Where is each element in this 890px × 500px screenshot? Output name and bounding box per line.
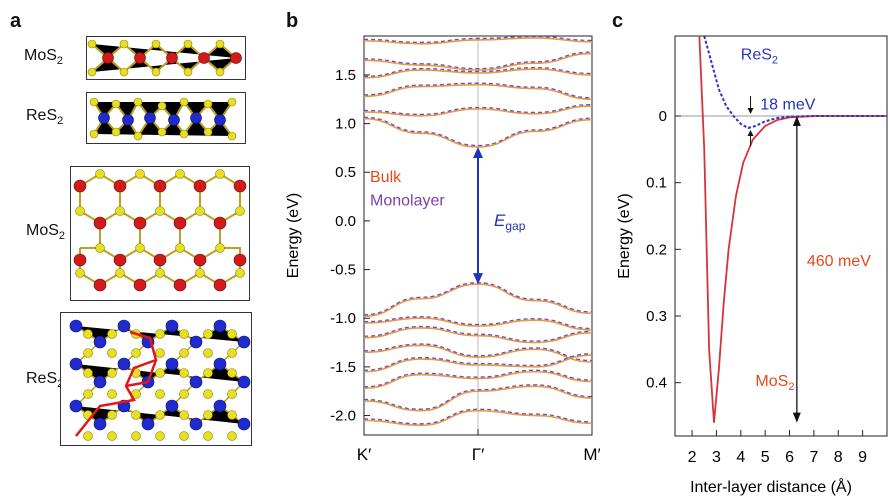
- monolayer-band-line: [364, 369, 592, 388]
- y-tick-label: -0.5: [330, 262, 356, 279]
- bulk-band-line: [364, 354, 592, 373]
- monolayer-band-line: [364, 353, 592, 371]
- label-res2-top: ReS2: [26, 370, 63, 390]
- annotation-460mev: 460 meV: [807, 253, 871, 270]
- y-tick-label: -2.0: [330, 408, 356, 425]
- res2-label: ReS2: [741, 46, 778, 66]
- bulk-band-line: [364, 317, 592, 331]
- depth-arrowhead-top: [792, 116, 801, 126]
- small-arrowhead-bottom: [747, 130, 754, 136]
- x-tick-label: M′: [583, 445, 600, 464]
- monolayer-band-line: [364, 316, 592, 330]
- legend-bulk: Bulk: [370, 169, 402, 186]
- monolayer-band-line: [364, 325, 592, 342]
- y-tick-label: 0.3: [646, 308, 667, 325]
- curves: [698, 36, 887, 423]
- mos2-top-view-image: [70, 166, 250, 301]
- res2-label-subscript: 2: [772, 54, 778, 66]
- plot-frame: [674, 35, 888, 437]
- y-tick-label: 1.0: [335, 116, 356, 133]
- x-tick-label: 6: [785, 449, 794, 466]
- y-tick-label: 0.4: [646, 375, 667, 392]
- y-tick-label: 1.5: [335, 67, 356, 84]
- mos2-label-subscript: 2: [788, 381, 794, 393]
- monolayer-band-line: [364, 384, 592, 410]
- band-structure-chart: -2.0 -1.5 -1.0 -0.5 0.0 0.5 1.0 1.5 K′ Γ′ M′ Energy…: [285, 35, 600, 464]
- panel-label-b: b: [286, 10, 299, 32]
- gap-arrowhead-bottom: [473, 273, 483, 285]
- label-mos2-top: MoS2: [26, 222, 66, 242]
- bulk-band-line: [364, 68, 592, 79]
- monolayer-band-line: [364, 51, 592, 70]
- bulk-band-line: [364, 385, 592, 412]
- monolayer-band-line: [364, 66, 592, 78]
- monolayer-band-line: [364, 103, 592, 115]
- monolayer-band-line: [364, 36, 592, 43]
- x-tick-label: 9: [858, 449, 867, 466]
- x-tick-label: 8: [834, 449, 843, 466]
- bulk-band-line: [364, 83, 592, 101]
- res2-side-view-image: [86, 92, 246, 144]
- monolayer-band-line: [364, 82, 592, 99]
- small-arrowhead-top: [747, 108, 754, 114]
- depth-arrowhead-bottom: [792, 412, 801, 423]
- gap-arrowhead-top: [473, 146, 483, 158]
- gap-label: Egap: [494, 211, 526, 233]
- panel-label-a: a: [10, 10, 22, 32]
- y-tick-label: 0.5: [335, 164, 356, 181]
- y-tick-label: 0.2: [646, 241, 667, 258]
- bulk-band-line: [364, 117, 592, 148]
- x-tick-label: 3: [712, 449, 721, 466]
- y-axis-label: Energy (eV): [285, 193, 302, 278]
- y-tick-label: 0: [659, 108, 667, 125]
- x-tick-label: K′: [357, 445, 372, 464]
- monolayer-band-line: [364, 116, 592, 147]
- x-axis-label: Inter-layer distance (Å): [690, 477, 852, 496]
- x-tick-label: 4: [736, 449, 745, 466]
- label-mos2-side: MoS2: [24, 47, 64, 67]
- res2-top-view-image: [60, 312, 252, 446]
- x-tick-label: 5: [761, 449, 770, 466]
- mos2-curve: [698, 36, 887, 423]
- x-tick-label: Γ′: [472, 445, 485, 464]
- bulk-band-line: [364, 409, 592, 427]
- y-axis-label: Energy (eV): [616, 193, 633, 278]
- mos2-side-view-image: [86, 36, 246, 80]
- y-tick-label: -1.0: [330, 310, 356, 327]
- mos2-label: MoS2: [755, 373, 794, 393]
- x-tick-label: 7: [809, 449, 818, 466]
- bulk-band-line: [364, 327, 592, 344]
- bulk-band-line: [364, 370, 592, 390]
- bulk-band-line: [364, 105, 592, 117]
- gap-label-subscript: gap: [505, 219, 525, 233]
- annotation-18mev: 18 meV: [760, 96, 815, 113]
- y-tick-label: 0.1: [646, 175, 667, 192]
- y-tick-label: 0.0: [335, 213, 356, 230]
- bulk-band-line: [364, 344, 592, 363]
- bulk-band-line: [364, 283, 592, 318]
- legend-monolayer: Monolayer: [370, 192, 445, 209]
- y-tick-label: -1.5: [330, 359, 356, 376]
- bulk-band-line: [364, 37, 592, 45]
- bulk-band-line: [364, 52, 592, 71]
- x-tick-label: 2: [688, 449, 697, 466]
- res2-curve: [703, 36, 887, 130]
- label-res2-side: ReS2: [26, 107, 64, 127]
- panel-label-c: c: [612, 10, 624, 32]
